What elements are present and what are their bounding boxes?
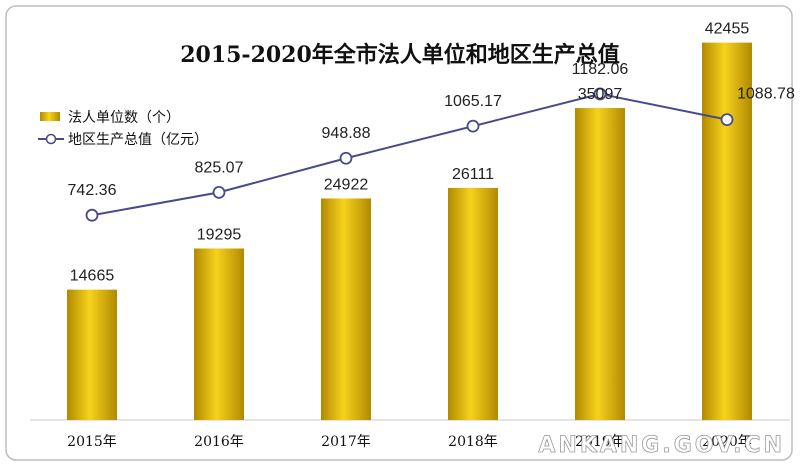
line-series xyxy=(91,92,728,217)
tick-label-5: 2020年 xyxy=(702,434,752,450)
line-label-3: 1065.17 xyxy=(444,93,502,110)
line-point-0 xyxy=(85,208,99,222)
line-point-3 xyxy=(466,119,480,133)
line-label-0: 742.36 xyxy=(68,182,117,199)
bar-label-3: 26111 xyxy=(452,166,494,183)
bar-label-1: 19295 xyxy=(197,226,242,243)
line-point-5 xyxy=(720,113,734,127)
watermark: ANKANG.GOV.CN xyxy=(538,433,785,458)
legend-line-label: 地区生产总值（亿元） xyxy=(68,132,208,148)
line-point-2 xyxy=(339,151,353,165)
chart-title: 2015-2020年全市法人单位和地区生产总值 xyxy=(180,42,620,68)
legend-bar-label: 法人单位数（个） xyxy=(68,110,180,126)
bar-2 xyxy=(321,198,371,420)
line-label-2: 948.88 xyxy=(322,125,371,142)
legend: 法人单位数（个） 地区生产总值（亿元） xyxy=(38,110,208,148)
tick-label-1: 2016年 xyxy=(194,434,244,450)
bar-1 xyxy=(194,248,244,420)
tick-label-0: 2015年 xyxy=(67,434,117,450)
bar-label-4: 35097 xyxy=(578,86,623,103)
line-label-1: 825.07 xyxy=(195,159,244,176)
legend-line-marker xyxy=(45,133,57,145)
tick-label-2: 2017年 xyxy=(321,434,371,450)
bar-label-2: 24922 xyxy=(324,176,369,193)
tick-label-4: 2019年 xyxy=(575,434,625,450)
line-point-1 xyxy=(212,185,226,199)
bar-0 xyxy=(67,289,117,420)
chart-frame xyxy=(5,5,793,461)
line-label-5: 1088.78 xyxy=(737,86,795,103)
tick-label-3: 2018年 xyxy=(448,434,498,450)
labels-layer: 14665 19295 24922 26111 35097 42455 742.36 825.… xyxy=(68,21,795,285)
bars-layer xyxy=(67,42,752,420)
bar-label-5: 42455 xyxy=(705,21,750,38)
bar-5 xyxy=(702,42,752,420)
ticks-layer: 2015年 2016年 2017年 2018年 2019年 2020年 xyxy=(67,434,752,450)
bar-3 xyxy=(448,187,498,420)
legend-bar-swatch xyxy=(40,112,60,121)
line-layer xyxy=(85,87,734,222)
bar-4 xyxy=(575,108,625,420)
line-label-4: 1182.06 xyxy=(572,61,629,78)
line-point-4 xyxy=(593,87,607,101)
bar-label-0: 14665 xyxy=(70,268,115,285)
